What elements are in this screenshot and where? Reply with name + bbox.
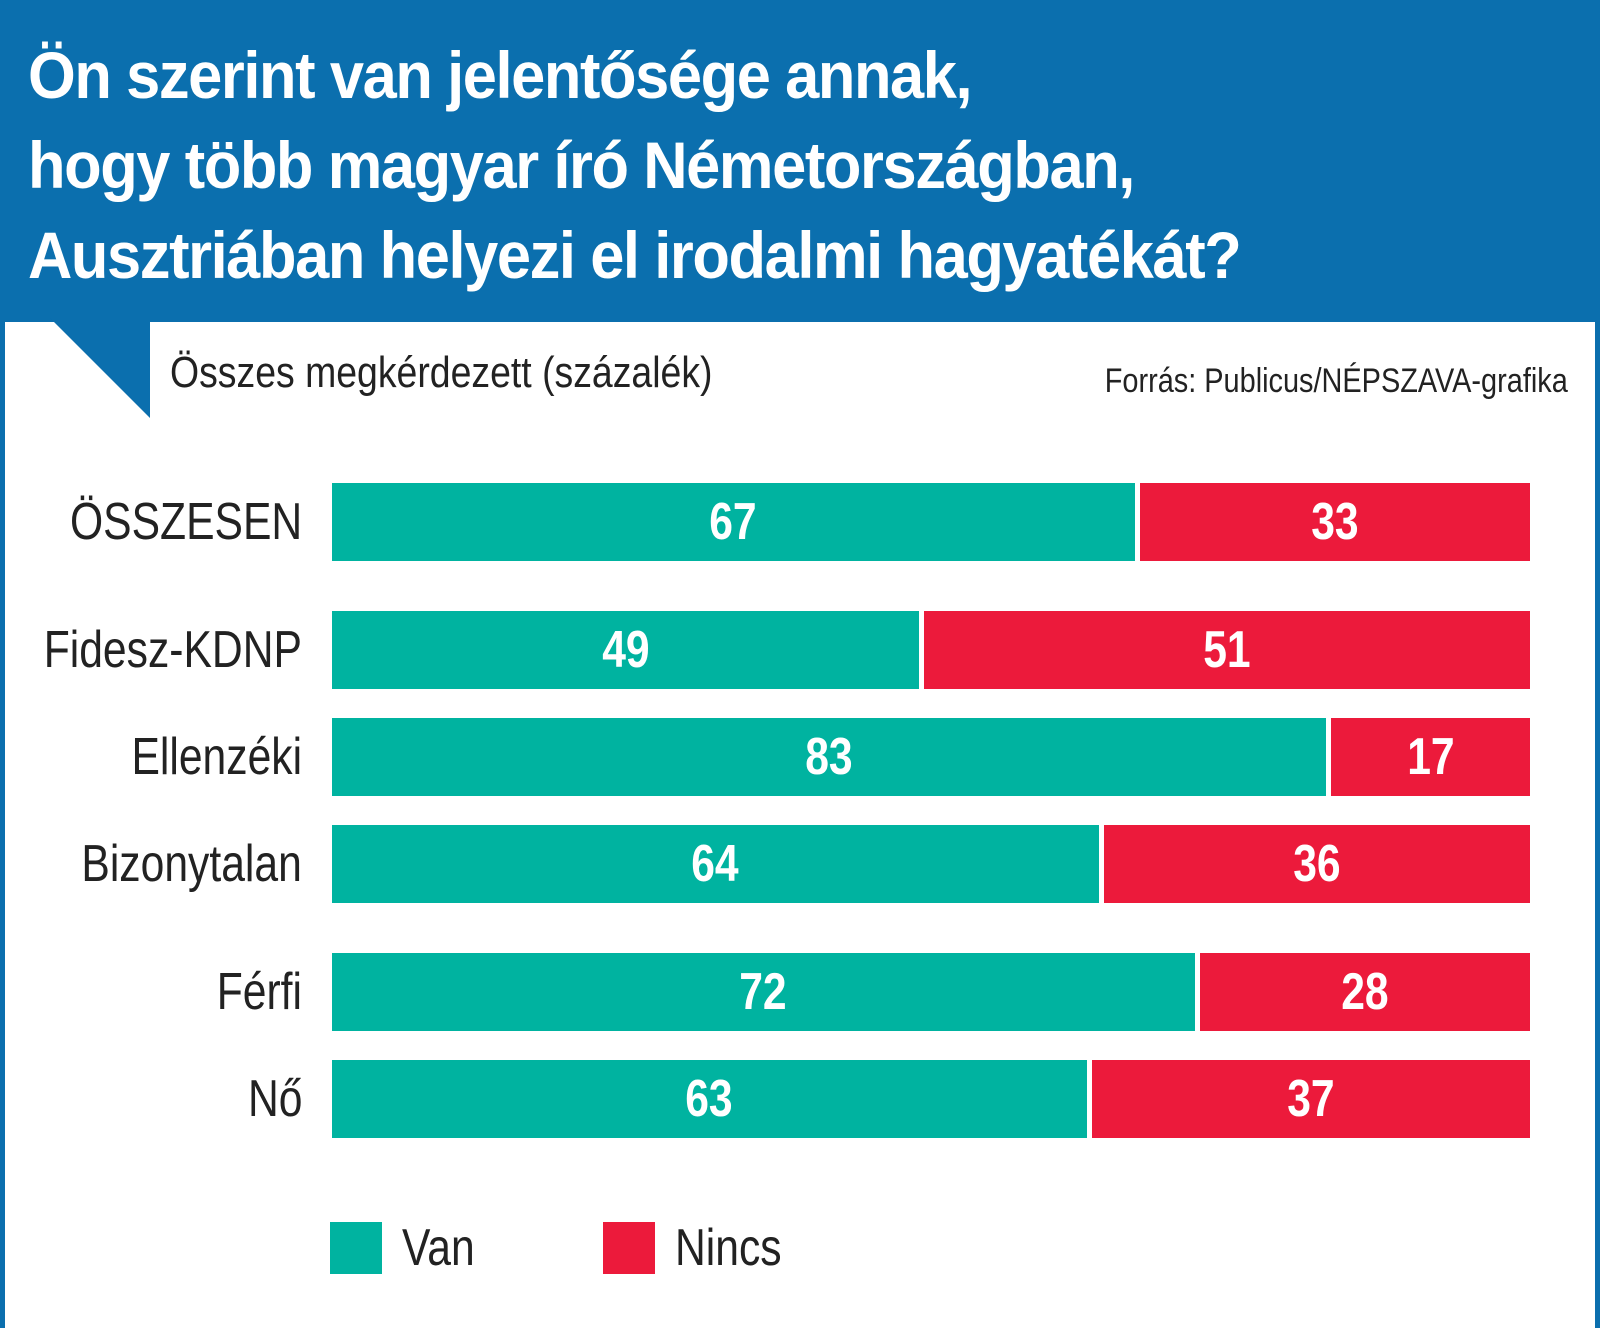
bar-segment-nincs: 28 bbox=[1199, 953, 1530, 1031]
category-label: Fidesz-KDNP bbox=[43, 621, 302, 679]
category-label: ÖSSZESEN bbox=[69, 493, 302, 551]
bar-segment-van: 67 bbox=[332, 483, 1135, 561]
data-label: 37 bbox=[1287, 1070, 1335, 1128]
data-label: 72 bbox=[739, 963, 787, 1021]
bar-segment-nincs: 36 bbox=[1103, 825, 1530, 903]
legend-swatch-nincs bbox=[603, 1222, 655, 1274]
chart-title: Ön szerint van jelentősége annak, hogy t… bbox=[28, 38, 1242, 292]
bar-segment-van: 72 bbox=[332, 953, 1195, 1031]
legend-label-van: Van bbox=[402, 1219, 475, 1277]
bar-segment-van: 83 bbox=[332, 718, 1327, 796]
category-label: Ellenzéki bbox=[131, 728, 302, 786]
category-label: Bizonytalan bbox=[81, 835, 302, 893]
data-label: 51 bbox=[1203, 621, 1251, 679]
bar-segment-nincs: 33 bbox=[1139, 483, 1530, 561]
bar-segment-nincs: 37 bbox=[1091, 1060, 1530, 1138]
legend-item-nincs: Nincs bbox=[603, 1218, 805, 1278]
legend-swatch-van bbox=[330, 1222, 382, 1274]
category-label: Férfi bbox=[216, 963, 302, 1021]
data-label: 83 bbox=[805, 728, 853, 786]
data-label: 63 bbox=[685, 1070, 734, 1128]
data-label: 64 bbox=[691, 835, 740, 893]
bar-segment-van: 63 bbox=[332, 1060, 1087, 1138]
data-label: 36 bbox=[1293, 835, 1341, 893]
bar-segment-nincs: 51 bbox=[924, 611, 1530, 689]
chart-subtitle: Összes megkérdezett (százalék) bbox=[170, 348, 713, 397]
data-label: 28 bbox=[1341, 963, 1389, 1021]
bar-segment-van: 49 bbox=[332, 611, 920, 689]
bar-segment-nincs: 17 bbox=[1331, 718, 1530, 796]
data-label: 33 bbox=[1311, 493, 1359, 551]
data-label: 49 bbox=[601, 621, 650, 679]
chart-source: Forrás: Publicus/NÉPSZAVA-grafika bbox=[1104, 362, 1568, 400]
header-banner: Ön szerint van jelentősége annak, hogy t… bbox=[0, 0, 1600, 322]
bar-segment-van: 64 bbox=[332, 825, 1099, 903]
legend-item-van: Van bbox=[330, 1218, 491, 1278]
category-label: Nő bbox=[247, 1070, 302, 1128]
data-label: 17 bbox=[1406, 728, 1455, 786]
data-label: 67 bbox=[709, 493, 758, 551]
legend-label-nincs: Nincs bbox=[675, 1219, 782, 1277]
